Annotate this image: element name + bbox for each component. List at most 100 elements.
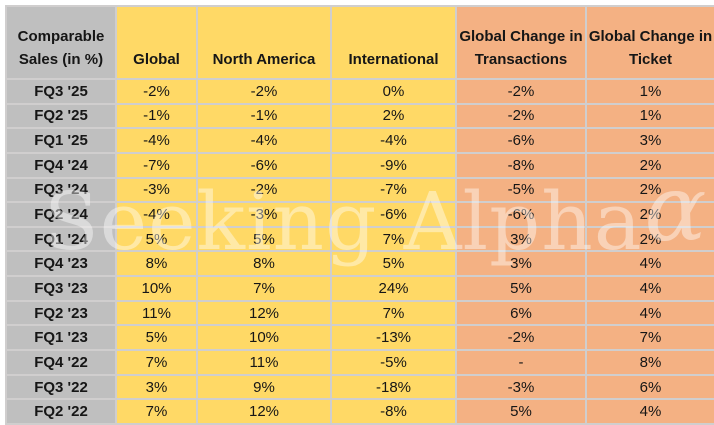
data-cell: -3%	[115, 176, 198, 204]
data-cell: -4%	[196, 127, 332, 154]
comparable-sales-table: Comparable Sales (in %) Global North Ame…	[5, 5, 714, 425]
row-label: FQ4 '22	[5, 349, 117, 376]
row-label: FQ2 '22	[5, 398, 117, 425]
row-label: FQ3 '23	[5, 275, 117, 302]
data-cell: 5%	[115, 324, 198, 352]
data-cell: -2%	[196, 78, 332, 105]
row-label: FQ2 '25	[5, 102, 117, 130]
data-cell: 5%	[196, 225, 332, 253]
data-cell: -3%	[455, 373, 587, 401]
data-cell: 3%	[585, 127, 714, 154]
data-cell: 7%	[330, 225, 457, 253]
row-label: FQ3 '24	[5, 176, 117, 204]
table-row: FQ2 '23 11% 12% 7% 6% 4%	[5, 299, 714, 327]
data-cell: 4%	[585, 299, 714, 327]
col-header-international: International	[330, 5, 457, 80]
data-cell: 5%	[115, 225, 198, 253]
data-cell: -4%	[115, 201, 198, 228]
data-cell: 1%	[585, 102, 714, 130]
data-cell: 8%	[585, 349, 714, 376]
table-row: FQ3 '23 10% 7% 24% 5% 4%	[5, 275, 714, 302]
data-cell: 4%	[585, 275, 714, 302]
data-cell: -18%	[330, 373, 457, 401]
data-cell: 6%	[455, 299, 587, 327]
row-label: FQ3 '22	[5, 373, 117, 401]
data-cell: 2%	[330, 102, 457, 130]
data-cell: -2%	[115, 78, 198, 105]
table-row: FQ3 '24 -3% -2% -7% -5% 2%	[5, 176, 714, 204]
row-label: FQ2 '23	[5, 299, 117, 327]
data-cell: 7%	[585, 324, 714, 352]
table-row: FQ4 '22 7% 11% -5% -8%	[5, 349, 714, 376]
table-row: FQ4 '24 -7% -6% -9% -8% 2%	[5, 151, 714, 179]
data-cell: 2%	[585, 225, 714, 253]
row-label: FQ1 '24	[5, 225, 117, 253]
data-cell: 11%	[115, 299, 198, 327]
data-cell: -5%	[330, 349, 457, 376]
data-cell: -4%	[115, 127, 198, 154]
data-cell: 8%	[115, 250, 198, 278]
data-cell: -6%	[330, 201, 457, 228]
data-cell: 10%	[115, 275, 198, 302]
data-cell: -7%	[115, 151, 198, 179]
row-label: FQ2 '24	[5, 201, 117, 228]
data-cell: 10%	[196, 324, 332, 352]
data-cell: -3%	[196, 201, 332, 228]
col-header-global: Global	[115, 5, 198, 80]
table-row: FQ3 '22 3% 9% -18% -3% 6%	[5, 373, 714, 401]
row-label: FQ1 '25	[5, 127, 117, 154]
data-cell: 3%	[455, 250, 587, 278]
data-cell: 5%	[455, 398, 587, 425]
data-cell: -5%	[455, 176, 587, 204]
data-cell: -2%	[196, 176, 332, 204]
data-cell: -6%	[196, 151, 332, 179]
data-cell: -1%	[196, 102, 332, 130]
data-cell: 3%	[115, 373, 198, 401]
col-header-global-change-ticket: Global Change in Ticket	[585, 5, 714, 80]
row-label: FQ4 '23	[5, 250, 117, 278]
row-label: FQ3 '25	[5, 78, 117, 105]
spreadsheet-area: Comparable Sales (in %) Global North Ame…	[5, 5, 714, 425]
data-cell: 4%	[585, 398, 714, 425]
data-cell: -2%	[455, 102, 587, 130]
table-row: FQ2 '24 -4% -3% -6% -6% 2%	[5, 201, 714, 228]
table-row: FQ2 '25 -1% -1% 2% -2% 1%	[5, 102, 714, 130]
data-cell: 2%	[585, 151, 714, 179]
data-cell: -7%	[330, 176, 457, 204]
table-row: FQ3 '25 -2% -2% 0% -2% 1%	[5, 78, 714, 105]
table-row: FQ4 '23 8% 8% 5% 3% 4%	[5, 250, 714, 278]
data-cell: -2%	[455, 78, 587, 105]
data-cell: 2%	[585, 176, 714, 204]
data-cell: -2%	[455, 324, 587, 352]
data-cell: -1%	[115, 102, 198, 130]
data-cell: -4%	[330, 127, 457, 154]
data-cell: 12%	[196, 398, 332, 425]
col-header-north-america: North America	[196, 5, 332, 80]
data-cell: 2%	[585, 201, 714, 228]
header-row: Comparable Sales (in %) Global North Ame…	[5, 5, 714, 80]
data-cell: -8%	[455, 151, 587, 179]
data-cell: 7%	[196, 275, 332, 302]
data-cell: -8%	[330, 398, 457, 425]
data-cell: -6%	[455, 201, 587, 228]
data-cell: -6%	[455, 127, 587, 154]
data-cell: 7%	[115, 349, 198, 376]
data-cell: 0%	[330, 78, 457, 105]
data-cell: 9%	[196, 373, 332, 401]
data-cell: 11%	[196, 349, 332, 376]
data-cell: 12%	[196, 299, 332, 327]
table-row: FQ1 '25 -4% -4% -4% -6% 3%	[5, 127, 714, 154]
data-cell: 5%	[330, 250, 457, 278]
corner-header: Comparable Sales (in %)	[5, 5, 117, 80]
data-cell: -	[455, 349, 587, 376]
data-cell: 7%	[330, 299, 457, 327]
row-label: FQ4 '24	[5, 151, 117, 179]
data-cell: 8%	[196, 250, 332, 278]
data-cell: -9%	[330, 151, 457, 179]
data-cell: 4%	[585, 250, 714, 278]
data-cell: 7%	[115, 398, 198, 425]
table-row: FQ2 '22 7% 12% -8% 5% 4%	[5, 398, 714, 425]
data-cell: 1%	[585, 78, 714, 105]
data-cell: 6%	[585, 373, 714, 401]
data-cell: 5%	[455, 275, 587, 302]
